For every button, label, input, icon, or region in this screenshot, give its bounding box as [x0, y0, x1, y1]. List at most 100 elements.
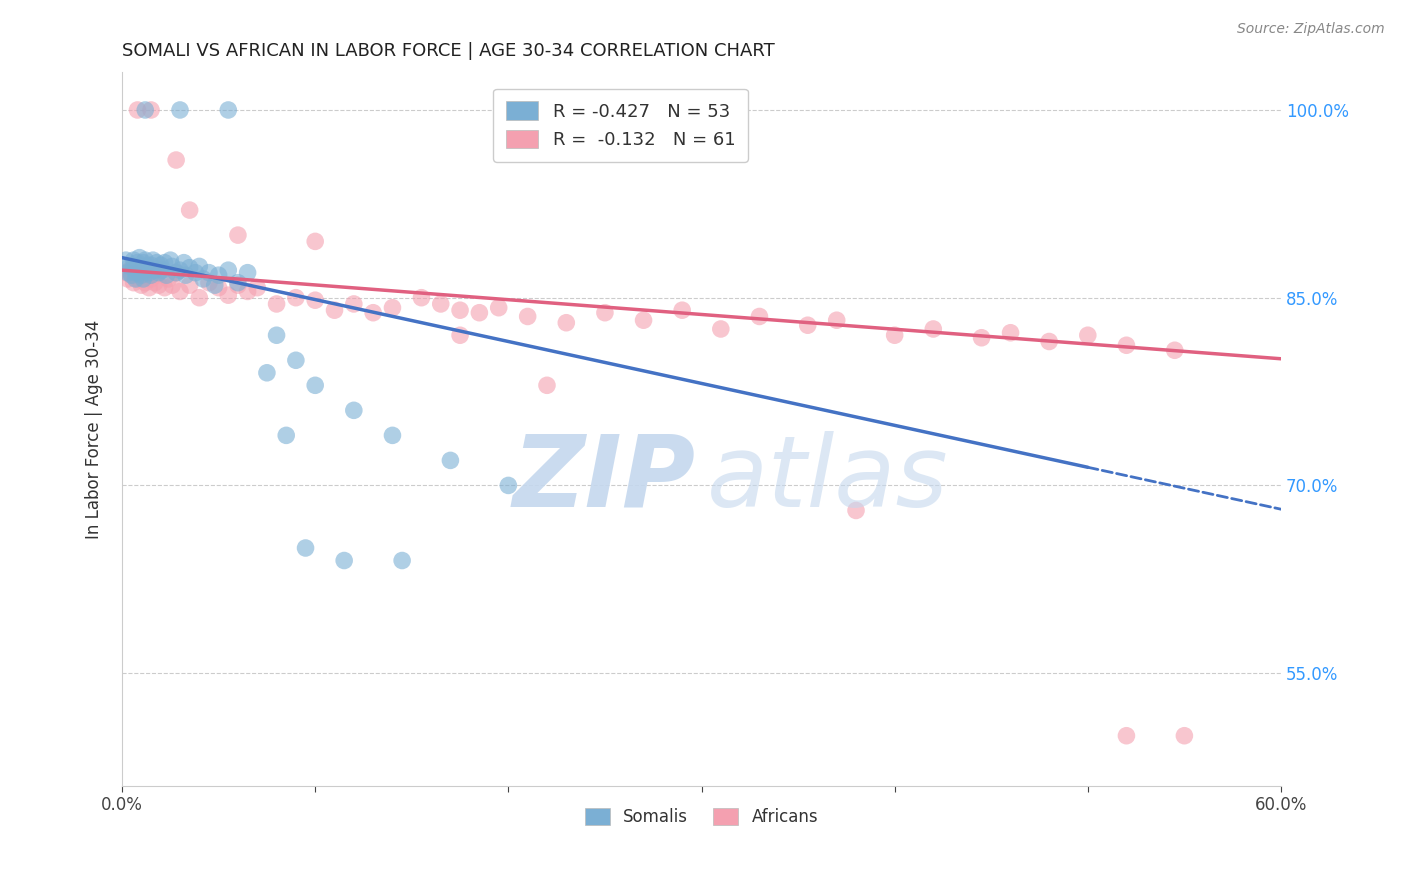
Point	[124, 260, 146, 274]
Point	[343, 297, 366, 311]
Point	[593, 306, 616, 320]
Point	[146, 255, 169, 269]
Point	[124, 272, 146, 286]
Point	[488, 301, 510, 315]
Point	[169, 263, 191, 277]
Point	[139, 272, 162, 286]
Point	[468, 306, 491, 320]
Point	[226, 228, 249, 243]
Point	[226, 278, 249, 293]
Text: SOMALI VS AFRICAN IN LABOR FORCE | AGE 30-34 CORRELATION CHART: SOMALI VS AFRICAN IN LABOR FORCE | AGE 3…	[122, 42, 775, 60]
Point	[1115, 338, 1137, 352]
Point	[198, 276, 221, 290]
Point	[143, 276, 166, 290]
Point	[671, 303, 693, 318]
Point	[343, 403, 366, 417]
Point	[922, 322, 945, 336]
Point	[132, 272, 155, 286]
Point	[149, 258, 172, 272]
Point	[127, 103, 149, 117]
Point	[710, 322, 733, 336]
Point	[207, 268, 229, 282]
Point	[134, 103, 156, 117]
Point	[131, 278, 153, 293]
Point	[266, 328, 288, 343]
Point	[127, 263, 149, 277]
Point	[449, 328, 471, 343]
Point	[796, 318, 818, 333]
Point	[149, 263, 172, 277]
Point	[226, 276, 249, 290]
Point	[276, 428, 298, 442]
Y-axis label: In Labor Force | Age 30-34: In Labor Force | Age 30-34	[86, 319, 103, 539]
Point	[139, 103, 162, 117]
Point	[204, 278, 226, 293]
Point	[128, 266, 150, 280]
Point	[122, 260, 145, 274]
Point	[117, 266, 139, 280]
Point	[207, 281, 229, 295]
Point	[139, 258, 162, 272]
Point	[153, 281, 176, 295]
Point	[284, 353, 307, 368]
Point	[115, 266, 138, 280]
Point	[169, 285, 191, 299]
Point	[157, 272, 180, 286]
Point	[184, 266, 207, 280]
Point	[246, 281, 269, 295]
Point	[165, 266, 187, 280]
Point	[174, 268, 197, 282]
Point	[121, 268, 143, 282]
Point	[179, 203, 201, 218]
Point	[323, 303, 346, 318]
Point	[127, 272, 149, 286]
Point	[153, 255, 176, 269]
Point	[152, 263, 174, 277]
Point	[845, 503, 868, 517]
Point	[132, 255, 155, 269]
Point	[121, 268, 143, 282]
Point	[449, 303, 471, 318]
Point	[236, 266, 259, 280]
Point	[124, 266, 146, 280]
Point	[134, 253, 156, 268]
Point	[122, 253, 145, 268]
Point	[179, 260, 201, 275]
Point	[333, 553, 356, 567]
Point	[188, 260, 211, 274]
Point	[142, 266, 165, 280]
Point	[304, 235, 326, 249]
Point	[1000, 326, 1022, 340]
Point	[304, 293, 326, 308]
Point	[128, 266, 150, 280]
Point	[169, 103, 191, 117]
Text: atlas: atlas	[707, 431, 949, 527]
Point	[391, 553, 413, 567]
Point	[284, 291, 307, 305]
Point	[970, 331, 993, 345]
Point	[148, 278, 170, 293]
Point	[266, 297, 288, 311]
Point	[883, 328, 905, 343]
Point	[411, 291, 433, 305]
Point	[131, 268, 153, 282]
Point	[117, 272, 139, 286]
Point	[179, 278, 201, 293]
Point	[429, 297, 451, 311]
Point	[165, 266, 187, 280]
Point	[115, 253, 138, 268]
Point	[132, 268, 155, 282]
Point	[236, 285, 259, 299]
Point	[159, 253, 181, 268]
Point	[633, 313, 655, 327]
Point	[381, 428, 404, 442]
Point	[118, 260, 141, 274]
Point	[361, 306, 384, 320]
Point	[162, 260, 184, 274]
Point	[188, 291, 211, 305]
Point	[118, 263, 141, 277]
Point	[1038, 334, 1060, 349]
Legend: Somalis, Africans: Somalis, Africans	[576, 800, 827, 835]
Point	[122, 276, 145, 290]
Point	[136, 266, 159, 280]
